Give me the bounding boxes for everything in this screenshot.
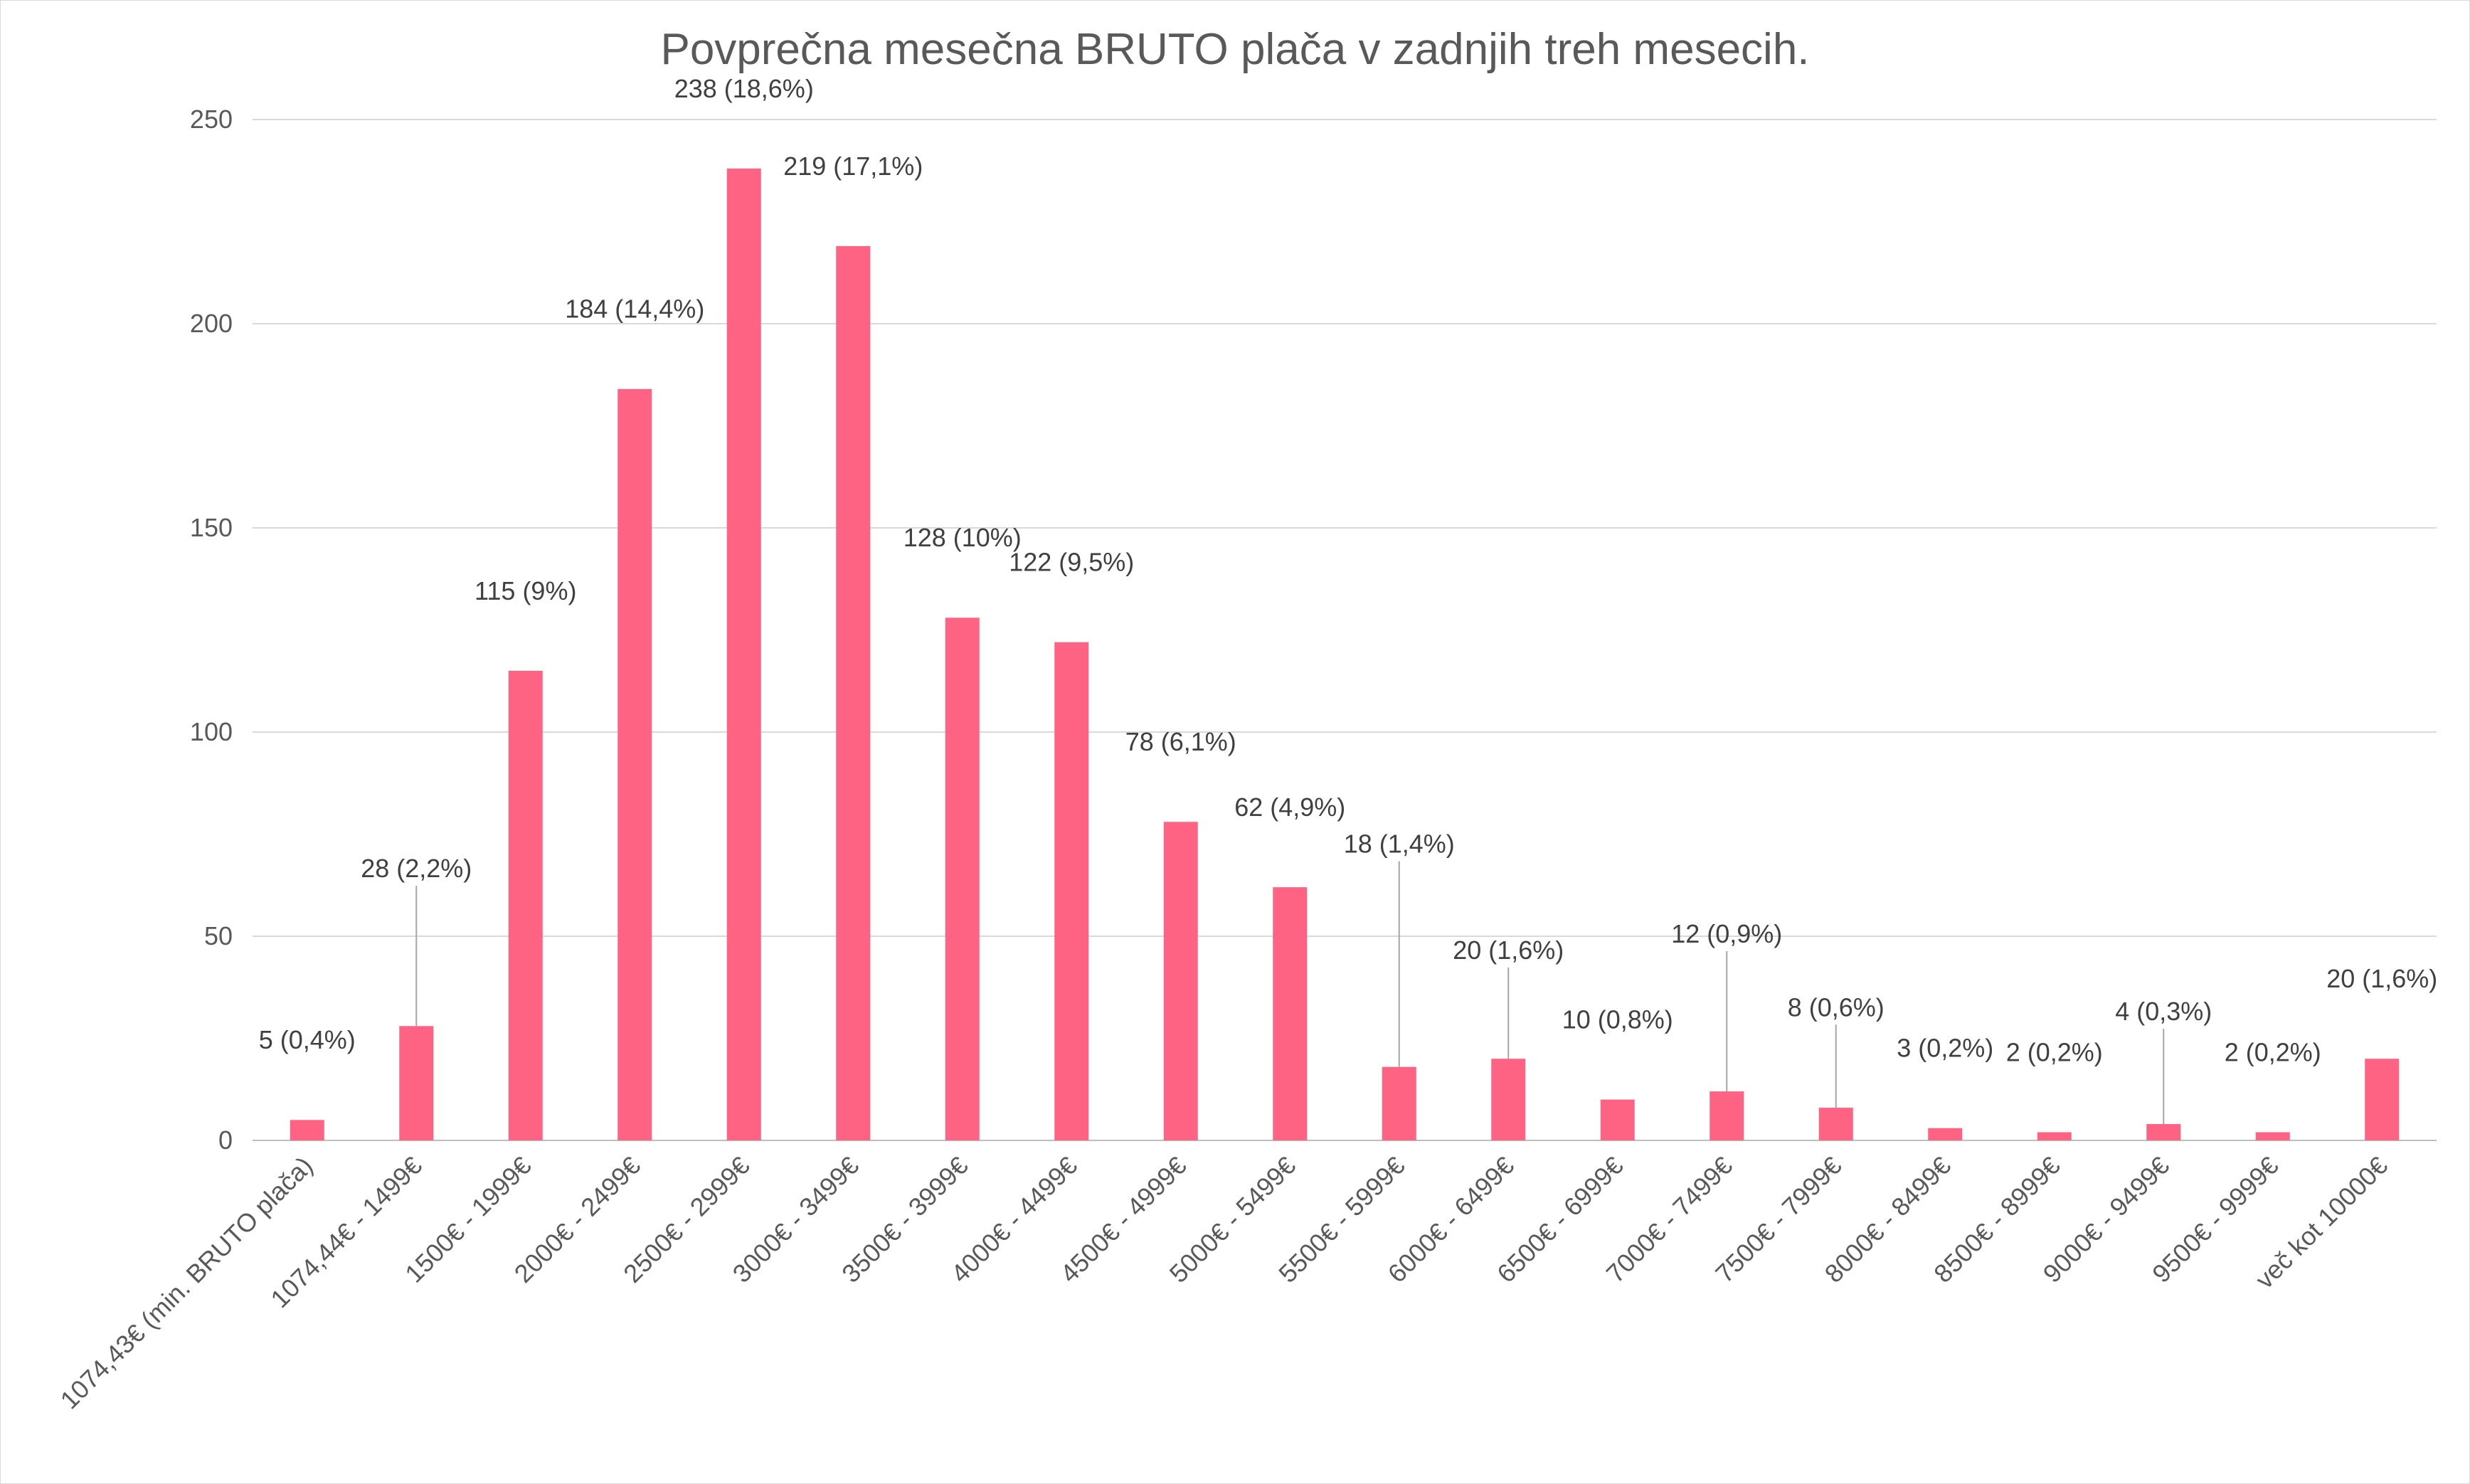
data-label: 28 (2,2%)	[361, 854, 472, 883]
data-label: 2 (0,2%)	[2225, 1037, 2321, 1066]
y-tick-label: 100	[190, 717, 233, 746]
bar	[1600, 1099, 1635, 1140]
bar	[836, 245, 871, 1141]
data-label: 62 (4,9%)	[1234, 793, 1345, 822]
data-label: 12 (0,9%)	[1671, 919, 1782, 948]
data-label: 122 (9,5%)	[1009, 548, 1134, 577]
bar	[1491, 1059, 1526, 1140]
data-label: 20 (1,6%)	[2326, 964, 2437, 993]
y-tick-label: 200	[190, 309, 233, 338]
bar	[1710, 1091, 1744, 1140]
bar	[1818, 1108, 1853, 1140]
bar	[1054, 642, 1089, 1140]
y-axis: 0 50 100 150 200 250	[190, 105, 233, 1155]
bar	[2365, 1059, 2400, 1140]
data-label: 3 (0,2%)	[1897, 1034, 1993, 1063]
data-label: 5 (0,4%)	[259, 1025, 356, 1054]
data-label: 8 (0,6%)	[1788, 992, 1885, 1022]
data-label: 219 (17,1%)	[783, 152, 923, 181]
bar	[2037, 1132, 2072, 1140]
gridlines	[253, 119, 2437, 1141]
data-label: 18 (1,4%)	[1344, 830, 1455, 859]
bar	[1163, 822, 1198, 1140]
bars	[290, 168, 2400, 1141]
leader-lines	[415, 861, 2165, 1125]
bar	[2146, 1124, 2181, 1140]
data-label: 184 (14,4%)	[565, 295, 704, 324]
y-tick-label: 150	[190, 513, 233, 542]
data-label: 2 (0,2%)	[2006, 1037, 2103, 1066]
y-tick-label: 50	[204, 921, 233, 950]
bar	[726, 168, 761, 1140]
data-label: 115 (9%)	[475, 576, 576, 605]
bar	[1273, 887, 1308, 1140]
bar	[399, 1026, 434, 1140]
bar	[1382, 1066, 1416, 1140]
y-tick-label: 0	[218, 1125, 233, 1155]
bar	[508, 670, 543, 1140]
data-label: 238 (18,6%)	[674, 74, 814, 103]
data-label: 10 (0,8%)	[1562, 1005, 1673, 1034]
bar	[618, 388, 652, 1140]
data-label: 4 (0,3%)	[2115, 997, 2212, 1026]
x-axis: 1074,43€ (min. BRUTO plača)1074,44€ - 14…	[54, 1151, 2392, 1415]
y-tick-label: 250	[190, 105, 233, 134]
bar	[2255, 1132, 2290, 1140]
bar	[290, 1120, 324, 1140]
data-labels: 5 (0,4%) 28 (2,2%) 115 (9%) 184 (14,4%) 238 …	[259, 74, 2438, 1067]
bar	[945, 618, 980, 1140]
chart-title: Povprečna mesečna BRUTO plača v zadnjih …	[660, 25, 1810, 74]
data-label: 20 (1,6%)	[1453, 936, 1564, 965]
bar	[1928, 1128, 1963, 1140]
data-label: 78 (6,1%)	[1125, 727, 1236, 756]
data-label: 128 (10%)	[903, 523, 1022, 552]
